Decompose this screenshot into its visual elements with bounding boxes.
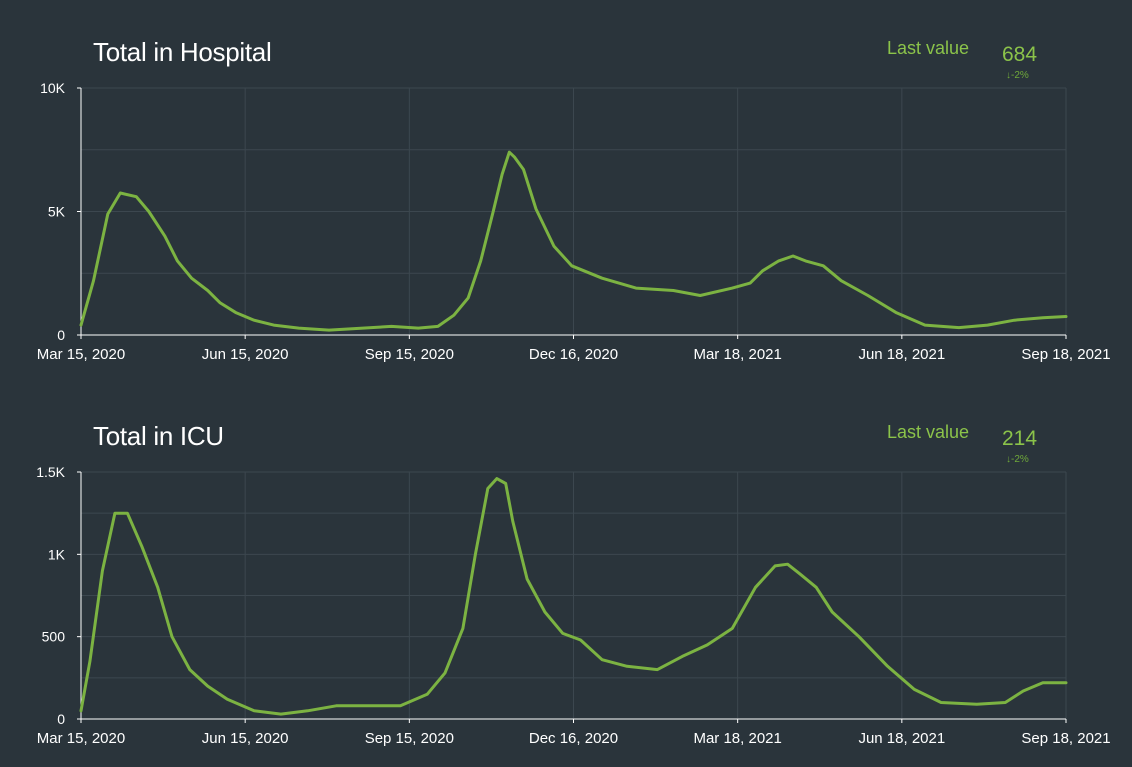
x-tick-label: Sep 18, 2021 <box>1021 730 1110 747</box>
series-line <box>79 150 1068 332</box>
icu-chart[interactable]: 0 500 1K 1.5K Mar 15, 2020 Jun 15, 2020 Sep 15… <box>0 384 1132 767</box>
hospital-chart[interactable]: 0 5K 10K Mar 15, 2020 Jun 15, 2020 Sep 15, 20… <box>0 0 1132 383</box>
y-tick-label: 0 <box>57 711 65 727</box>
last-value-label: Last value <box>887 38 970 58</box>
x-tick-label: Mar 18, 2021 <box>693 730 781 747</box>
x-tick-label: Dec 16, 2020 <box>529 730 618 747</box>
x-tick-label: Jun 18, 2021 <box>858 730 945 747</box>
chart-title: Total in Hospital <box>93 37 272 67</box>
icu-panel: Total in ICU Last value 214 ↓-2% 0 500 1K 1… <box>0 384 1132 767</box>
series-line <box>79 477 1068 716</box>
chart-title: Total in ICU <box>93 421 224 451</box>
last-value-label: Last value <box>887 422 970 442</box>
y-tick-label: 0 <box>57 327 65 343</box>
y-tick-label: 1.5K <box>36 464 65 480</box>
x-tick-label: Sep 15, 2020 <box>365 730 454 747</box>
y-tick-label: 10K <box>40 80 66 96</box>
last-value-change: ↓-2% <box>1006 454 1029 465</box>
grid-lines <box>80 87 1067 335</box>
x-tick-label: Dec 16, 2020 <box>529 346 618 363</box>
x-tick-label: Jun 18, 2021 <box>858 346 945 363</box>
x-tick-label: Mar 18, 2021 <box>693 346 781 363</box>
last-value: 684 <box>1002 43 1038 66</box>
y-tick-label: 1K <box>48 546 66 562</box>
x-tick-label: Mar 15, 2020 <box>37 730 125 747</box>
x-tick-label: Mar 15, 2020 <box>37 346 125 363</box>
x-tick-label: Jun 15, 2020 <box>202 730 289 747</box>
y-tick-label: 5K <box>48 204 66 220</box>
grid-lines <box>80 471 1067 719</box>
last-value-change: ↓-2% <box>1006 70 1029 81</box>
y-tick-label: 500 <box>42 629 66 645</box>
x-tick-label: Jun 15, 2020 <box>202 346 289 363</box>
hospital-panel: Total in Hospital Last value 684 ↓-2% 0 5… <box>0 0 1132 383</box>
x-tick-label: Sep 18, 2021 <box>1021 346 1110 363</box>
x-tick-label: Sep 15, 2020 <box>365 346 454 363</box>
last-value: 214 <box>1002 427 1038 450</box>
